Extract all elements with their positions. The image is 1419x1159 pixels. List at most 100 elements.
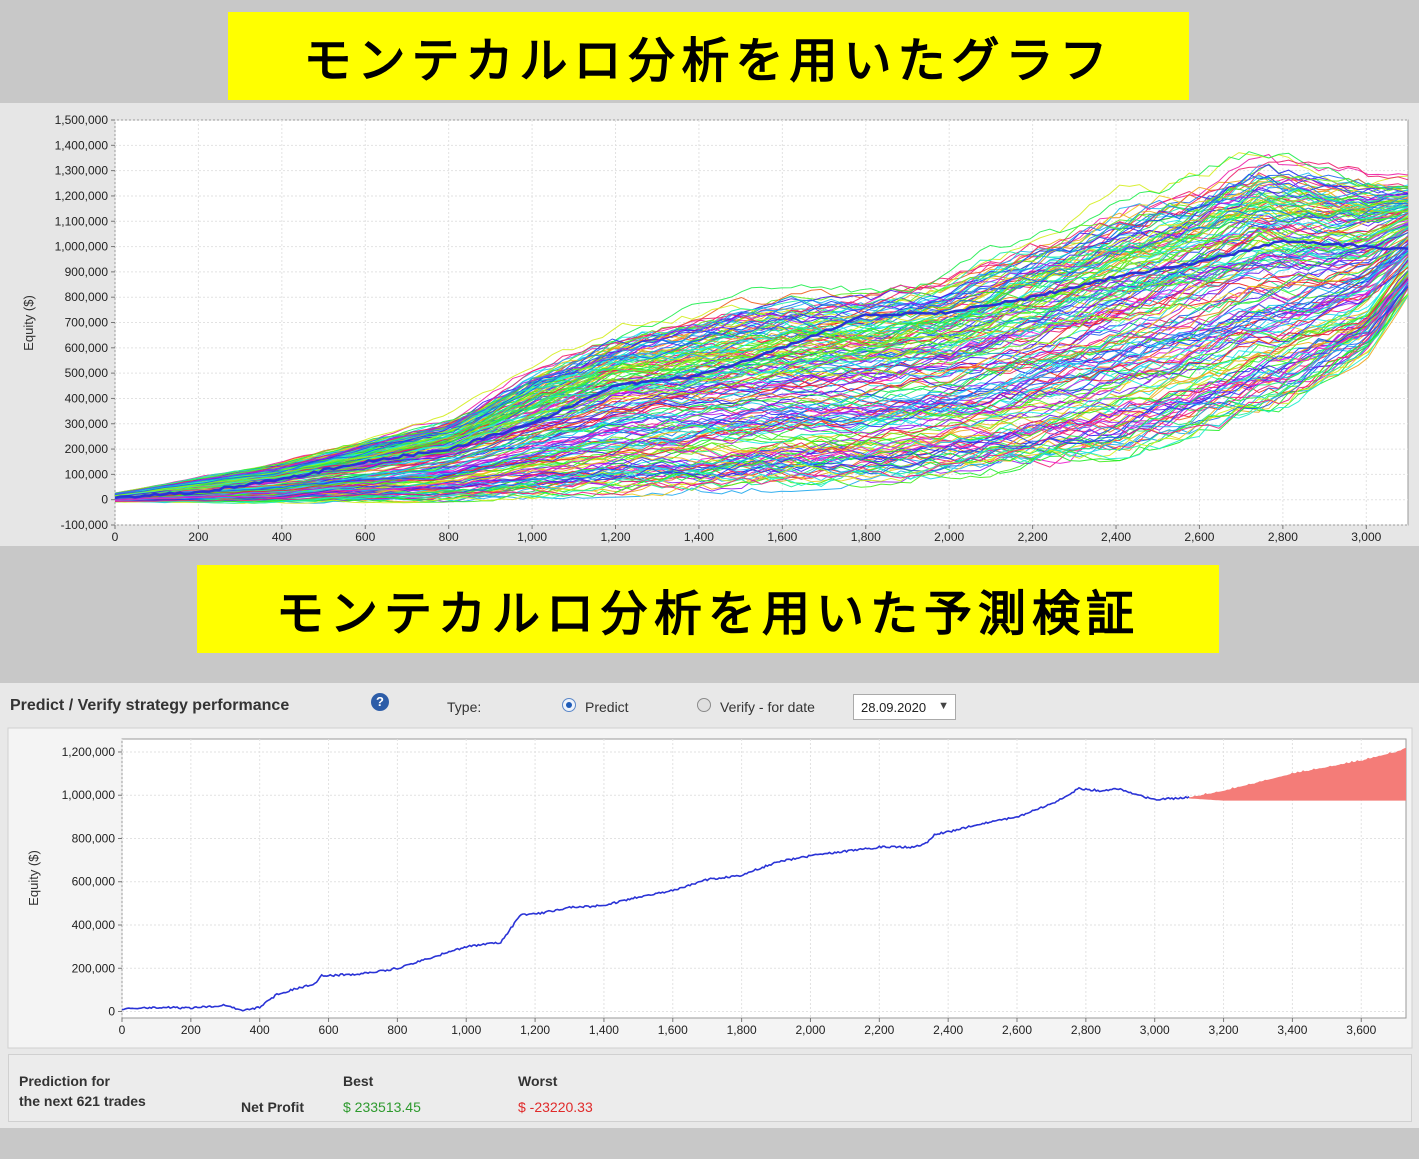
mc-y-tick-label: 100,000 [65, 467, 109, 481]
mc-x-tick-label: 1,400 [684, 530, 714, 544]
simulated-equity-path [114, 267, 1409, 500]
mc-y-tick-label: 700,000 [65, 316, 109, 330]
median-equity-line [114, 239, 1409, 500]
simulated-equity-path [114, 199, 1409, 496]
pv-y-tick-label: 0 [108, 1005, 115, 1019]
simulated-equity-path [114, 288, 1409, 502]
mc-y-tick-label: 300,000 [65, 417, 109, 431]
mc-y-tick-label: 1,300,000 [55, 164, 109, 178]
mc-y-tick-label: 1,100,000 [55, 214, 109, 228]
simulated-equity-path [114, 294, 1409, 504]
mc-x-tick-label: 1,000 [517, 530, 547, 544]
date-select[interactable]: 28.09.2020 ▼ [853, 694, 956, 720]
predict-verify-panel: Predict / Verify strategy performance ? … [0, 683, 1419, 1128]
pv-y-tick-label: 400,000 [72, 918, 116, 932]
verify-radio[interactable] [697, 698, 711, 712]
pv-x-tick-label: 2,200 [864, 1023, 894, 1037]
simulated-equity-path [114, 229, 1409, 498]
mc-y-tick-label: 1,200,000 [55, 189, 109, 203]
net-profit-label: Net Profit [241, 1099, 304, 1115]
simulated-equity-path [114, 186, 1409, 495]
mc-x-tick-label: 2,800 [1268, 530, 1298, 544]
mc-y-tick-label: 500,000 [65, 366, 109, 380]
simulated-equity-path [114, 279, 1409, 501]
simulated-equity-path [114, 205, 1409, 496]
simulated-equity-path [114, 200, 1409, 496]
mc-x-tick-label: 1,600 [767, 530, 797, 544]
simulated-equity-path [114, 253, 1409, 499]
simulated-equity-path [114, 293, 1409, 504]
prediction-for-label: Prediction for [19, 1073, 111, 1089]
panel-title: Predict / Verify strategy performance [10, 697, 290, 714]
simulated-equity-path [114, 274, 1409, 501]
prediction-chart: 0 200,000 400,000 600,000 800,000 1,000,000 1,… [7, 727, 1413, 1049]
mc-x-tick-label: 400 [272, 530, 292, 544]
pv-y-tick-label: 1,000,000 [62, 788, 116, 802]
mc-y-tick-label: 200,000 [65, 442, 109, 456]
title-banner-prediction: モンテカルロ分析を用いた予測検証 [197, 565, 1219, 653]
simulated-equity-path [114, 151, 1409, 494]
mc-x-tick-label: 2,000 [934, 530, 964, 544]
pv-x-tick-label: 1,600 [658, 1023, 688, 1037]
mc-y-tick-label: 1,400,000 [55, 138, 109, 152]
pv-x-tick-label: 2,800 [1071, 1023, 1101, 1037]
equity-line [122, 786, 1190, 1012]
pv-x-tick-label: 3,200 [1209, 1023, 1239, 1037]
pv-x-tick-label: 2,000 [795, 1023, 825, 1037]
date-value: 28.09.2020 [861, 700, 927, 715]
pv-x-tick-label: 0 [119, 1023, 126, 1037]
mc-x-tick-label: 2,600 [1184, 530, 1214, 544]
mc-y-tick-label: 800,000 [65, 290, 109, 304]
mc-x-tick-label: 0 [112, 530, 119, 544]
pv-y-tick-label: 600,000 [72, 875, 116, 889]
mc-x-tick-label: 2,200 [1018, 530, 1048, 544]
simulated-equity-path [114, 174, 1409, 494]
mc-x-tick-label: 3,000 [1351, 530, 1381, 544]
monte-carlo-chart: -100,0000100,000200,000300,000400,000500… [21, 113, 1409, 544]
monte-carlo-chart-panel: -100,000 0 100,000 200,000 300,000 400,000 500… [0, 103, 1419, 546]
plot-area [121, 738, 1407, 1019]
simulated-equity-path [114, 178, 1409, 495]
help-icon[interactable]: ? [371, 693, 389, 711]
simulated-equity-path [114, 257, 1409, 500]
pv-x-tick-label: 1,400 [589, 1023, 619, 1037]
simulated-equity-path [114, 159, 1409, 495]
pv-y-tick-label: 800,000 [72, 831, 116, 845]
pv-x-tick-label: 1,200 [520, 1023, 550, 1037]
pv-x-tick-label: 2,600 [1002, 1023, 1032, 1037]
title-banner-graph: モンテカルロ分析を用いたグラフ [228, 12, 1189, 100]
simulated-equity-path [114, 286, 1409, 504]
pv-x-tick-label: 3,400 [1277, 1023, 1307, 1037]
pv-x-tick-label: 2,400 [933, 1023, 963, 1037]
predict-radio[interactable] [562, 698, 576, 712]
simulated-equity-path [114, 236, 1409, 499]
pv-y-tick-label: 200,000 [72, 961, 116, 975]
predict-radio-label[interactable]: Predict [585, 699, 629, 715]
type-label: Type: [447, 699, 482, 715]
simulated-equity-path [114, 196, 1409, 495]
mc-y-tick-label: 600,000 [65, 341, 109, 355]
pv-y-tick-label: 1,200,000 [62, 745, 116, 759]
best-net-profit: $ 233513.45 [343, 1099, 421, 1115]
prediction-summary: Prediction for the next 621 trades Best … [8, 1054, 1412, 1122]
verify-radio-label[interactable]: Verify - for date [720, 699, 815, 715]
simulated-equity-path [114, 250, 1409, 499]
pv-x-tick-label: 3,000 [1140, 1023, 1170, 1037]
simulated-equity-path [114, 274, 1409, 502]
chevron-down-icon: ▼ [938, 700, 949, 712]
mc-x-tick-label: 2,400 [1101, 530, 1131, 544]
mc-x-tick-label: 1,200 [601, 530, 631, 544]
mc-y-tick-label: 0 [101, 493, 108, 507]
simulated-equity-path [114, 280, 1409, 502]
mc-y-tick-label: 400,000 [65, 391, 109, 405]
simulated-equity-path [114, 286, 1409, 502]
y-axis-label: Equity ($) [26, 850, 41, 906]
worst-header: Worst [518, 1073, 558, 1089]
mc-y-tick-label: 900,000 [65, 265, 109, 279]
mc-y-tick-label: 1,500,000 [55, 113, 109, 127]
mc-x-tick-label: 200 [188, 530, 208, 544]
worst-net-profit: $ -23220.33 [518, 1099, 593, 1115]
simulated-equity-path [114, 174, 1409, 494]
pv-x-tick-label: 200 [181, 1023, 201, 1037]
pv-x-tick-label: 800 [387, 1023, 407, 1037]
